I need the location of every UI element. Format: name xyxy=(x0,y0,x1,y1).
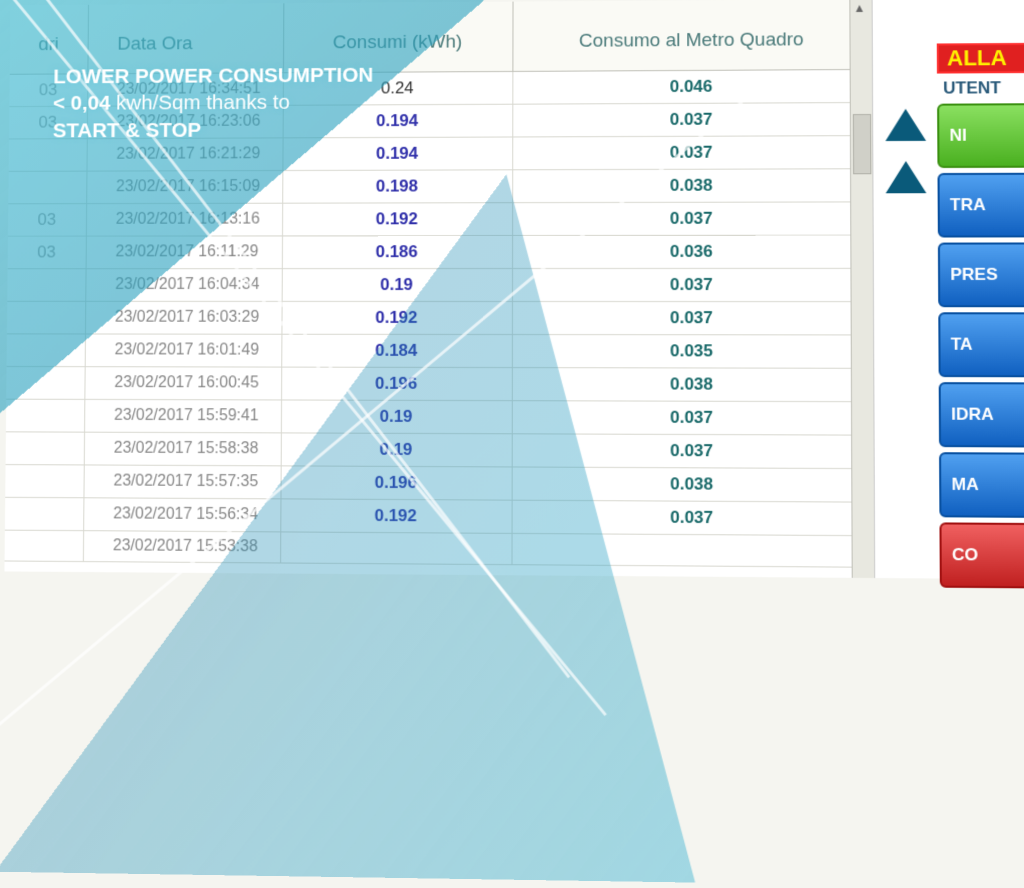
cell-date: 23/02/2017 16:11:29 xyxy=(86,236,282,269)
cell-id xyxy=(6,432,84,465)
table-row[interactable]: 23/02/2017 16:15:090.1980.038 xyxy=(8,169,872,204)
cell-id: 03 xyxy=(8,204,86,237)
cell-consumi xyxy=(280,532,511,565)
cell-consumo-mq: 0.037 xyxy=(512,500,874,536)
cell-id xyxy=(7,334,85,367)
table-row[interactable]: 23/02/2017 16:04:340.190.037 xyxy=(7,268,872,301)
cell-date: 23/02/2017 16:00:45 xyxy=(84,367,281,400)
cell-consumo-mq: 0.037 xyxy=(512,202,872,236)
cell-date: 23/02/2017 15:53:38 xyxy=(83,531,280,563)
cell-consumi: 0.196 xyxy=(280,466,511,500)
promo-line-3: START & STOP xyxy=(53,116,373,144)
table-row[interactable]: 0323/02/2017 16:11:290.1860.036 xyxy=(8,235,873,269)
cell-date: 23/02/2017 16:03:29 xyxy=(85,301,282,334)
cell-consumo-mq: 0.037 xyxy=(512,136,872,170)
nav-arrows-area xyxy=(872,0,940,579)
sidebar-button[interactable]: NI xyxy=(937,103,1024,168)
cell-consumo-mq xyxy=(511,533,873,567)
cell-consumo-mq: 0.036 xyxy=(512,235,872,268)
nav-arrow-up-1[interactable] xyxy=(885,109,926,141)
cell-date: 23/02/2017 16:04:34 xyxy=(85,269,282,302)
cell-consumo-mq: 0.038 xyxy=(512,169,872,203)
alarm-banner[interactable]: ALLA xyxy=(937,43,1024,74)
cell-date: 23/02/2017 16:01:49 xyxy=(85,334,282,367)
sidebar-button[interactable]: TA xyxy=(938,312,1024,377)
cell-consumi: 0.192 xyxy=(280,499,511,534)
col-header-consumo-mq: Consumo al Metro Quadro xyxy=(512,0,871,71)
sidebar-button[interactable]: MA xyxy=(939,452,1024,518)
cell-consumi: 0.19 xyxy=(281,400,512,434)
cell-id xyxy=(7,269,85,302)
cell-id xyxy=(6,399,84,432)
table-row[interactable]: 23/02/2017 16:00:450.1960.038 xyxy=(6,366,873,401)
cell-consumi: 0.196 xyxy=(281,367,512,401)
cell-consumo-mq: 0.038 xyxy=(512,368,873,402)
table-row[interactable]: 23/02/2017 16:03:290.1920.037 xyxy=(7,301,873,335)
cell-consumi: 0.192 xyxy=(282,203,512,236)
cell-consumi: 0.198 xyxy=(282,170,512,203)
cell-date: 23/02/2017 15:56:34 xyxy=(83,498,280,532)
cell-consumi: 0.184 xyxy=(281,334,512,367)
cell-consumi: 0.186 xyxy=(282,236,512,269)
cell-consumo-mq: 0.035 xyxy=(512,335,873,369)
sidebar-button[interactable]: CO xyxy=(939,522,1024,588)
cell-consumo-mq: 0.037 xyxy=(512,434,874,469)
cell-consumi: 0.19 xyxy=(282,269,512,302)
cell-consumo-mq: 0.037 xyxy=(512,401,873,436)
cell-consumi: 0.192 xyxy=(281,301,512,334)
vertical-scrollbar[interactable]: ▲ xyxy=(849,0,874,578)
cell-date: 23/02/2017 16:15:09 xyxy=(86,171,282,204)
table-row[interactable]: 23/02/2017 16:01:490.1840.035 xyxy=(7,334,873,368)
table-row[interactable]: 23/02/2017 15:57:350.1960.038 xyxy=(5,465,873,503)
sidebar-button[interactable]: IDRA xyxy=(939,382,1024,447)
cell-id xyxy=(5,465,84,498)
scroll-thumb[interactable] xyxy=(853,114,872,174)
table-row[interactable]: 23/02/2017 15:58:380.190.037 xyxy=(6,432,874,469)
cell-consumo-mq: 0.037 xyxy=(512,301,873,334)
cell-consumi: 0.19 xyxy=(281,433,512,467)
promo-line-1: LOWER POWER CONSUMPTION xyxy=(53,62,373,91)
cell-id xyxy=(7,301,85,334)
table-row[interactable]: 0323/02/2017 16:13:160.1920.037 xyxy=(8,202,872,236)
promo-line-2: < 0,04 kwh/Sqm thanks to xyxy=(53,89,373,117)
right-sidebar: ALLA UTENT NITRAPRESTAIDRAMACO xyxy=(937,0,1024,579)
user-label: UTENT xyxy=(937,78,1024,99)
cell-consumo-mq: 0.037 xyxy=(512,102,871,137)
cell-consumo-mq: 0.046 xyxy=(512,69,871,104)
nav-arrow-up-2[interactable] xyxy=(885,161,926,193)
scroll-up-icon[interactable]: ▲ xyxy=(853,1,865,15)
cell-id xyxy=(5,530,84,561)
cell-date: 23/02/2017 15:59:41 xyxy=(84,399,281,433)
cell-date: 23/02/2017 15:57:35 xyxy=(83,465,280,499)
cell-date: 23/02/2017 15:58:38 xyxy=(84,432,281,466)
cell-id: 03 xyxy=(8,236,86,269)
sidebar-button[interactable]: TRA xyxy=(937,173,1024,238)
table-row[interactable]: 23/02/2017 15:53:38 xyxy=(5,530,874,567)
cell-consumo-mq: 0.038 xyxy=(512,467,874,502)
table-row[interactable]: 23/02/2017 15:56:340.1920.037 xyxy=(5,497,874,535)
promo-overlay-text: LOWER POWER CONSUMPTION < 0,04 kwh/Sqm t… xyxy=(53,62,374,144)
cell-id xyxy=(8,171,86,204)
cell-date: 23/02/2017 16:13:16 xyxy=(86,203,282,236)
sidebar-button[interactable]: PRES xyxy=(938,242,1024,307)
cell-consumo-mq: 0.037 xyxy=(512,268,872,301)
table-row[interactable]: 23/02/2017 15:59:410.190.037 xyxy=(6,399,873,435)
cell-id xyxy=(6,366,84,399)
cell-id xyxy=(5,497,84,530)
